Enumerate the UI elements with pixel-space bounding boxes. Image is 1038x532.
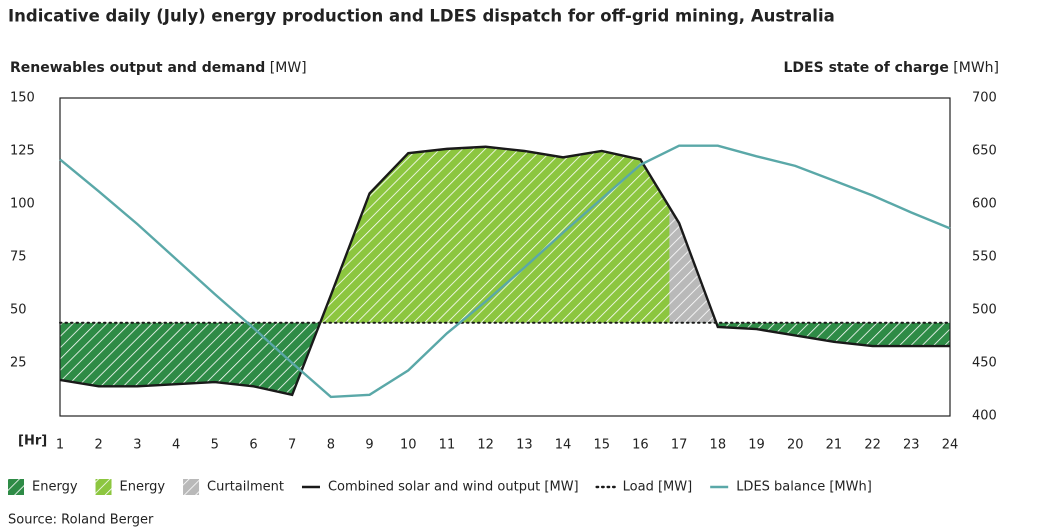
x-tick-label: 1 [56,438,64,453]
x-tick-label: 5 [211,438,219,453]
y-tick-label: 50 [10,303,27,318]
y2-tick-label: 600 [972,197,997,212]
x-tick-label: 7 [288,438,296,453]
legend-label: Energy [32,480,78,495]
y-tick-label: 25 [10,356,27,371]
legend-label: Combined solar and wind output [MW] [328,480,579,495]
x-tick-label: 18 [710,438,727,453]
x-tick-label: 9 [365,438,373,453]
legend-swatch-hatch [8,479,24,495]
area-hatch [60,322,950,395]
y2-tick-label: 500 [972,303,997,318]
x-tick-label: 14 [555,438,572,453]
y2-tick-label: 650 [972,144,997,159]
series-line [59,144,951,399]
legend-swatch-hatch [95,479,112,495]
y2-axis-title: LDES state of charge [MWh] [784,60,1000,76]
y-tick-label: 125 [10,144,35,159]
legend-label: Load [MW] [623,480,693,495]
x-tick-label: 11 [439,438,456,453]
x-tick-label: 4 [172,438,180,453]
legend-label: Energy [120,480,166,495]
y-label: Renewables output and demand [10,60,265,76]
x-tick-label: 8 [327,438,335,453]
x-axis-title: [Hr] [18,434,47,449]
x-tick-label: 15 [593,438,610,453]
y2-tick-label: 550 [972,250,997,265]
x-tick-label: 20 [787,438,804,453]
x-tick-label: 3 [133,438,141,453]
x-tick-label: 17 [671,438,688,453]
x-tick-label: 19 [748,438,765,453]
source: Source: Roland Berger [8,513,154,528]
x-tick-label: 12 [477,438,494,453]
chart-title: Indicative daily (July) energy productio… [8,7,835,26]
y2-unit: [MWh] [953,60,999,76]
x-tick-label: 2 [95,438,103,453]
y-axis-title: Renewables output and demand [MW] [10,60,307,76]
legend-swatch-hatch [183,479,200,495]
x-tick-label: 16 [632,438,649,453]
series-line [59,145,950,397]
x-tick-label: 10 [400,438,417,453]
area-group [669,207,950,323]
legend-label: Curtailment [207,480,284,495]
y2-label: LDES state of charge [784,60,949,76]
y2-tick-label: 400 [972,409,997,424]
y-tick-label: 100 [10,197,35,212]
x-tick-label: 13 [516,438,533,453]
x-tick-label: 23 [903,438,920,453]
area-group [60,322,950,395]
y-unit: [MW] [270,60,307,76]
x-tick-label: 6 [249,438,257,453]
x-tick-label: 22 [864,438,881,453]
y2-tick-label: 450 [972,356,997,371]
area-group [60,146,670,323]
y-tick-label: 75 [10,250,27,265]
plot-frame [59,97,951,417]
y2-tick-label: 700 [972,91,997,106]
x-tick-label: 24 [942,438,959,453]
area-hatch [60,146,670,323]
legend-label: LDES balance [MWh] [736,480,872,495]
area-hatch [669,207,950,323]
x-tick-label: 21 [826,438,843,453]
y-tick-label: 150 [10,91,35,106]
